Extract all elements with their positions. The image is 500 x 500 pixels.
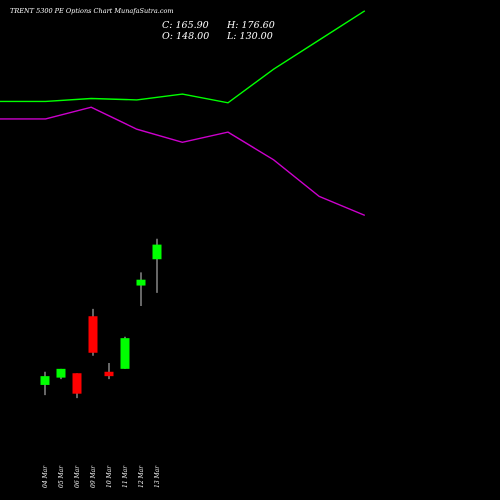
close-value: C: 165.90 bbox=[162, 20, 209, 31]
low-value: L: 130.00 bbox=[227, 31, 273, 42]
candle-body-up bbox=[120, 338, 130, 369]
x-tick-label: 11 Mar bbox=[122, 465, 129, 488]
high-value: H: 176.60 bbox=[227, 20, 275, 31]
candle-body-down bbox=[104, 371, 114, 377]
candles bbox=[40, 238, 162, 399]
open-value: O: 148.00 bbox=[162, 31, 210, 42]
x-tick-label: 04 Mar bbox=[42, 465, 49, 488]
x-tick-label: 06 Mar bbox=[74, 465, 81, 488]
candle-body-down bbox=[72, 373, 82, 394]
candle-body-up bbox=[56, 368, 66, 378]
x-tick-label: 05 Mar bbox=[58, 465, 65, 488]
candle-body-up bbox=[40, 376, 50, 385]
candle-body-down bbox=[88, 316, 98, 353]
upper-indicator-line bbox=[0, 10, 366, 104]
x-tick-label: 09 Mar bbox=[90, 465, 97, 488]
x-tick-label: 13 Mar bbox=[154, 465, 161, 488]
candle-body-up bbox=[136, 279, 146, 286]
x-tick-label: 10 Mar bbox=[106, 465, 113, 488]
x-axis-date-labels: 04 Mar 05 Mar 06 Mar 09 Mar 10 Mar 11 Mar 12 M… bbox=[42, 465, 161, 488]
lower-indicator-line bbox=[0, 106, 366, 217]
x-tick-label: 12 Mar bbox=[138, 465, 145, 488]
candle-body-up bbox=[152, 244, 162, 260]
indicator-lines bbox=[0, 10, 366, 217]
chart-title: TRENT 5300 PE Options Chart MunafaSutra.… bbox=[10, 7, 174, 15]
